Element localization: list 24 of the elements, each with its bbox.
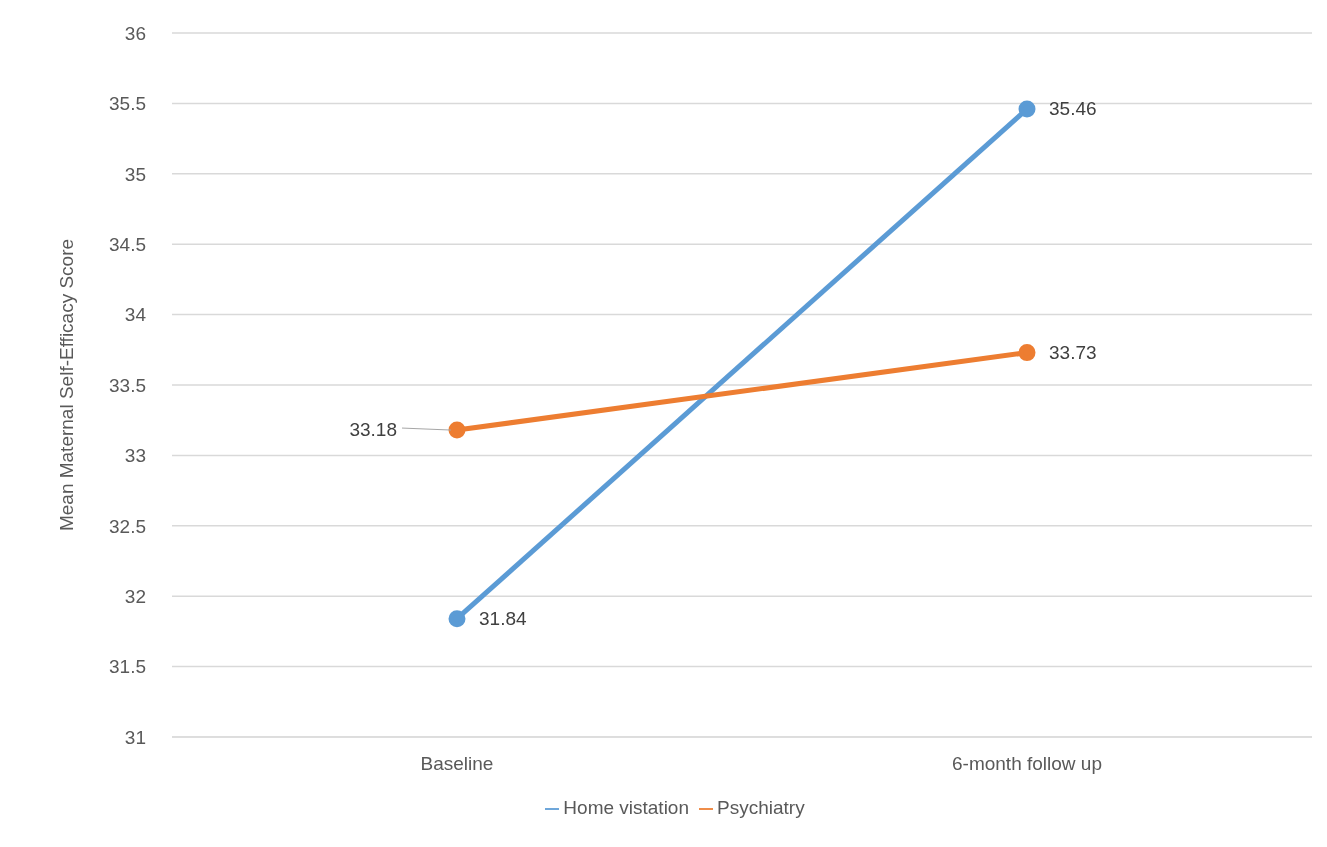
y-tick-label: 33 (124, 445, 146, 467)
y-tick-label: 35 (124, 163, 146, 185)
y-tick-label: 32 (124, 585, 146, 607)
y-tick-label: 31 (124, 726, 146, 748)
y-tick-label: 36 (124, 22, 146, 44)
legend-label: Home vistation (563, 797, 690, 818)
point (1018, 344, 1036, 362)
y-tick-label: 34 (124, 304, 147, 326)
point (1018, 100, 1036, 118)
y-axis-title: Mean Maternal Self-Efficacy Score (55, 238, 77, 532)
y-tick-label: 32.5 (109, 515, 146, 537)
point (448, 610, 466, 628)
point (448, 421, 466, 439)
data-label: 31.84 (479, 607, 527, 629)
x-tick-label: Baseline (420, 753, 494, 775)
y-tick-label: 35.5 (109, 93, 146, 115)
y-tick-label: 34.5 (109, 233, 146, 255)
x-tick-label: 6-month follow up (952, 753, 1102, 775)
data-label: 35.46 (1049, 98, 1097, 120)
y-tick-label: 31.5 (109, 656, 146, 678)
y-tick-label: 33.5 (109, 374, 146, 396)
legend-label: Psychiatry (717, 797, 805, 818)
data-label: 33.73 (1049, 341, 1097, 363)
data-label: 33.18 (349, 419, 397, 441)
